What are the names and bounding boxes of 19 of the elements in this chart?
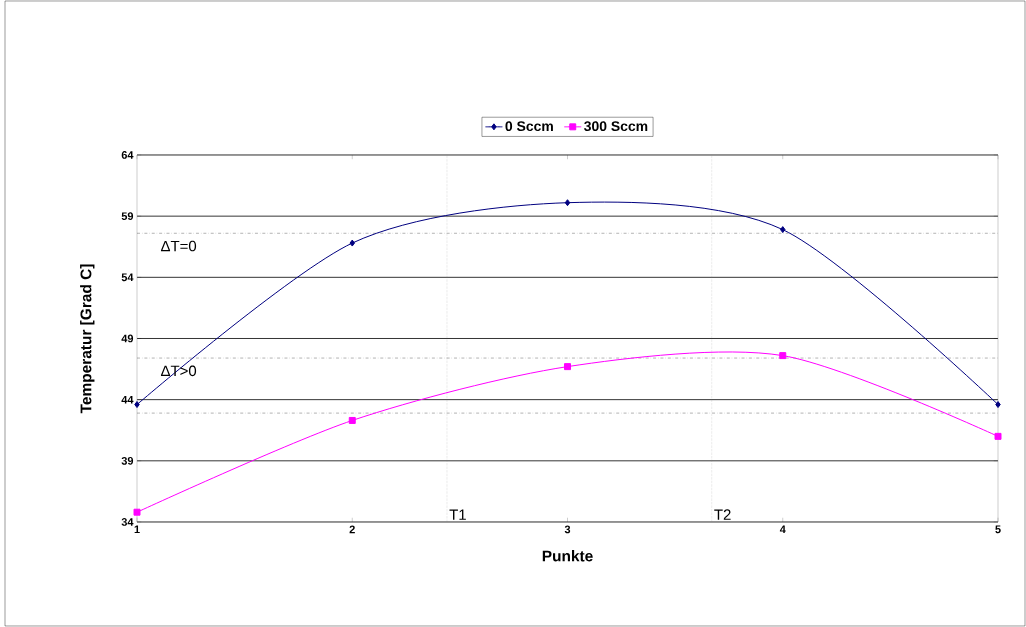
- x-tick-label: 4: [779, 525, 786, 534]
- y-tick-label: 44: [121, 395, 134, 404]
- legend-label: 0 Sccm: [505, 121, 553, 132]
- ref-line-label: T2: [714, 509, 731, 520]
- ref-line-label: T1: [449, 509, 466, 520]
- y-tick-label: 49: [121, 334, 134, 343]
- legend-label: 300 Sccm: [584, 121, 648, 132]
- x-axis-title: Punkte: [542, 550, 593, 562]
- x-tick-label: 2: [349, 525, 355, 534]
- y-tick-label: 59: [121, 212, 134, 221]
- y-tick-label: 54: [121, 273, 134, 282]
- annotation: ΔT=0: [160, 240, 197, 252]
- y-axis-title: Temperatur [Grad C]: [80, 264, 95, 414]
- x-tick-label: 3: [564, 525, 571, 534]
- y-tick-label: 64: [121, 151, 134, 159]
- x-tick-label: 1: [134, 525, 140, 534]
- y-tick-label: 34: [121, 518, 134, 526]
- y-tick-label: 39: [121, 456, 134, 465]
- x-tick-label: 5: [995, 525, 1001, 534]
